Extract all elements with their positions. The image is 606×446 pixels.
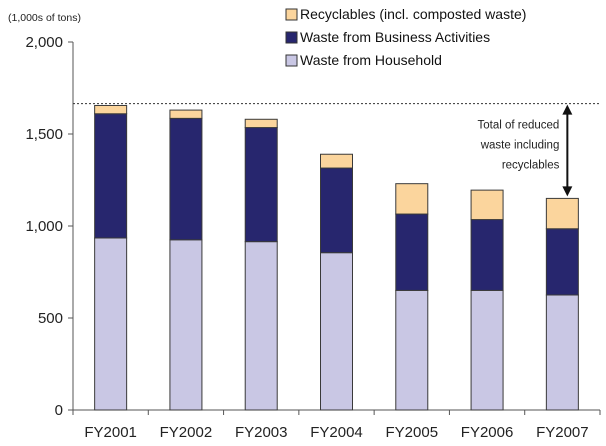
bar-segment-household <box>395 289 429 411</box>
annotation-text: recyclables <box>502 160 560 172</box>
bar-segment-household <box>94 237 128 411</box>
annotation-text: waste including <box>480 140 560 152</box>
bar-segment-business <box>94 113 128 239</box>
legend-swatch <box>285 8 298 21</box>
y-tick-label: 1,000 <box>25 218 63 235</box>
y-tick-label: 0 <box>55 402 63 419</box>
legend-swatch <box>285 31 298 44</box>
bar-segment-recyclables <box>470 189 504 221</box>
y-tick-label: 2,000 <box>25 34 63 51</box>
arrowhead-down-icon <box>562 186 573 197</box>
bar-segment-recyclables <box>320 153 353 169</box>
unit-label: (1,000s of tons) <box>8 12 81 24</box>
x-tick-label: FY2002 <box>160 424 213 441</box>
annotation-text: Total of reduced <box>478 120 560 132</box>
bar-segment-household <box>320 252 353 411</box>
bar-segment-business <box>470 219 504 291</box>
bar-segment-business <box>244 127 278 243</box>
legend-entry: Waste from Household <box>300 52 442 68</box>
x-tick-label: FY2004 <box>310 424 363 441</box>
bar-segment-business <box>320 167 353 254</box>
bar-segment-recyclables <box>169 109 203 119</box>
bar-segment-household <box>545 294 579 411</box>
x-tick-label: FY2007 <box>536 424 589 441</box>
y-tick-label: 500 <box>38 310 63 327</box>
bar-segment-recyclables <box>244 118 278 129</box>
bar-segment-household <box>470 289 504 411</box>
bar-segment-business <box>545 228 579 296</box>
bar-segment-business <box>395 213 429 291</box>
y-tick-label: 1,500 <box>25 126 63 143</box>
x-tick-label: FY2001 <box>84 424 137 441</box>
bar-segment-recyclables <box>94 104 128 115</box>
x-tick-label: FY2006 <box>461 424 514 441</box>
arrowhead-up-icon <box>562 104 573 115</box>
bar-segment-business <box>169 117 203 241</box>
x-tick-label: FY2003 <box>235 424 288 441</box>
bar-segment-recyclables <box>395 183 429 215</box>
bar-segment-household <box>244 241 278 411</box>
legend-entry: Recyclables (incl. composted waste) <box>300 6 526 22</box>
x-tick-label: FY2005 <box>386 424 439 441</box>
bar-segment-recyclables <box>545 197 579 230</box>
legend-swatch <box>285 54 298 67</box>
legend-entry: Waste from Business Activities <box>300 29 490 45</box>
bar-segment-household <box>169 239 203 411</box>
